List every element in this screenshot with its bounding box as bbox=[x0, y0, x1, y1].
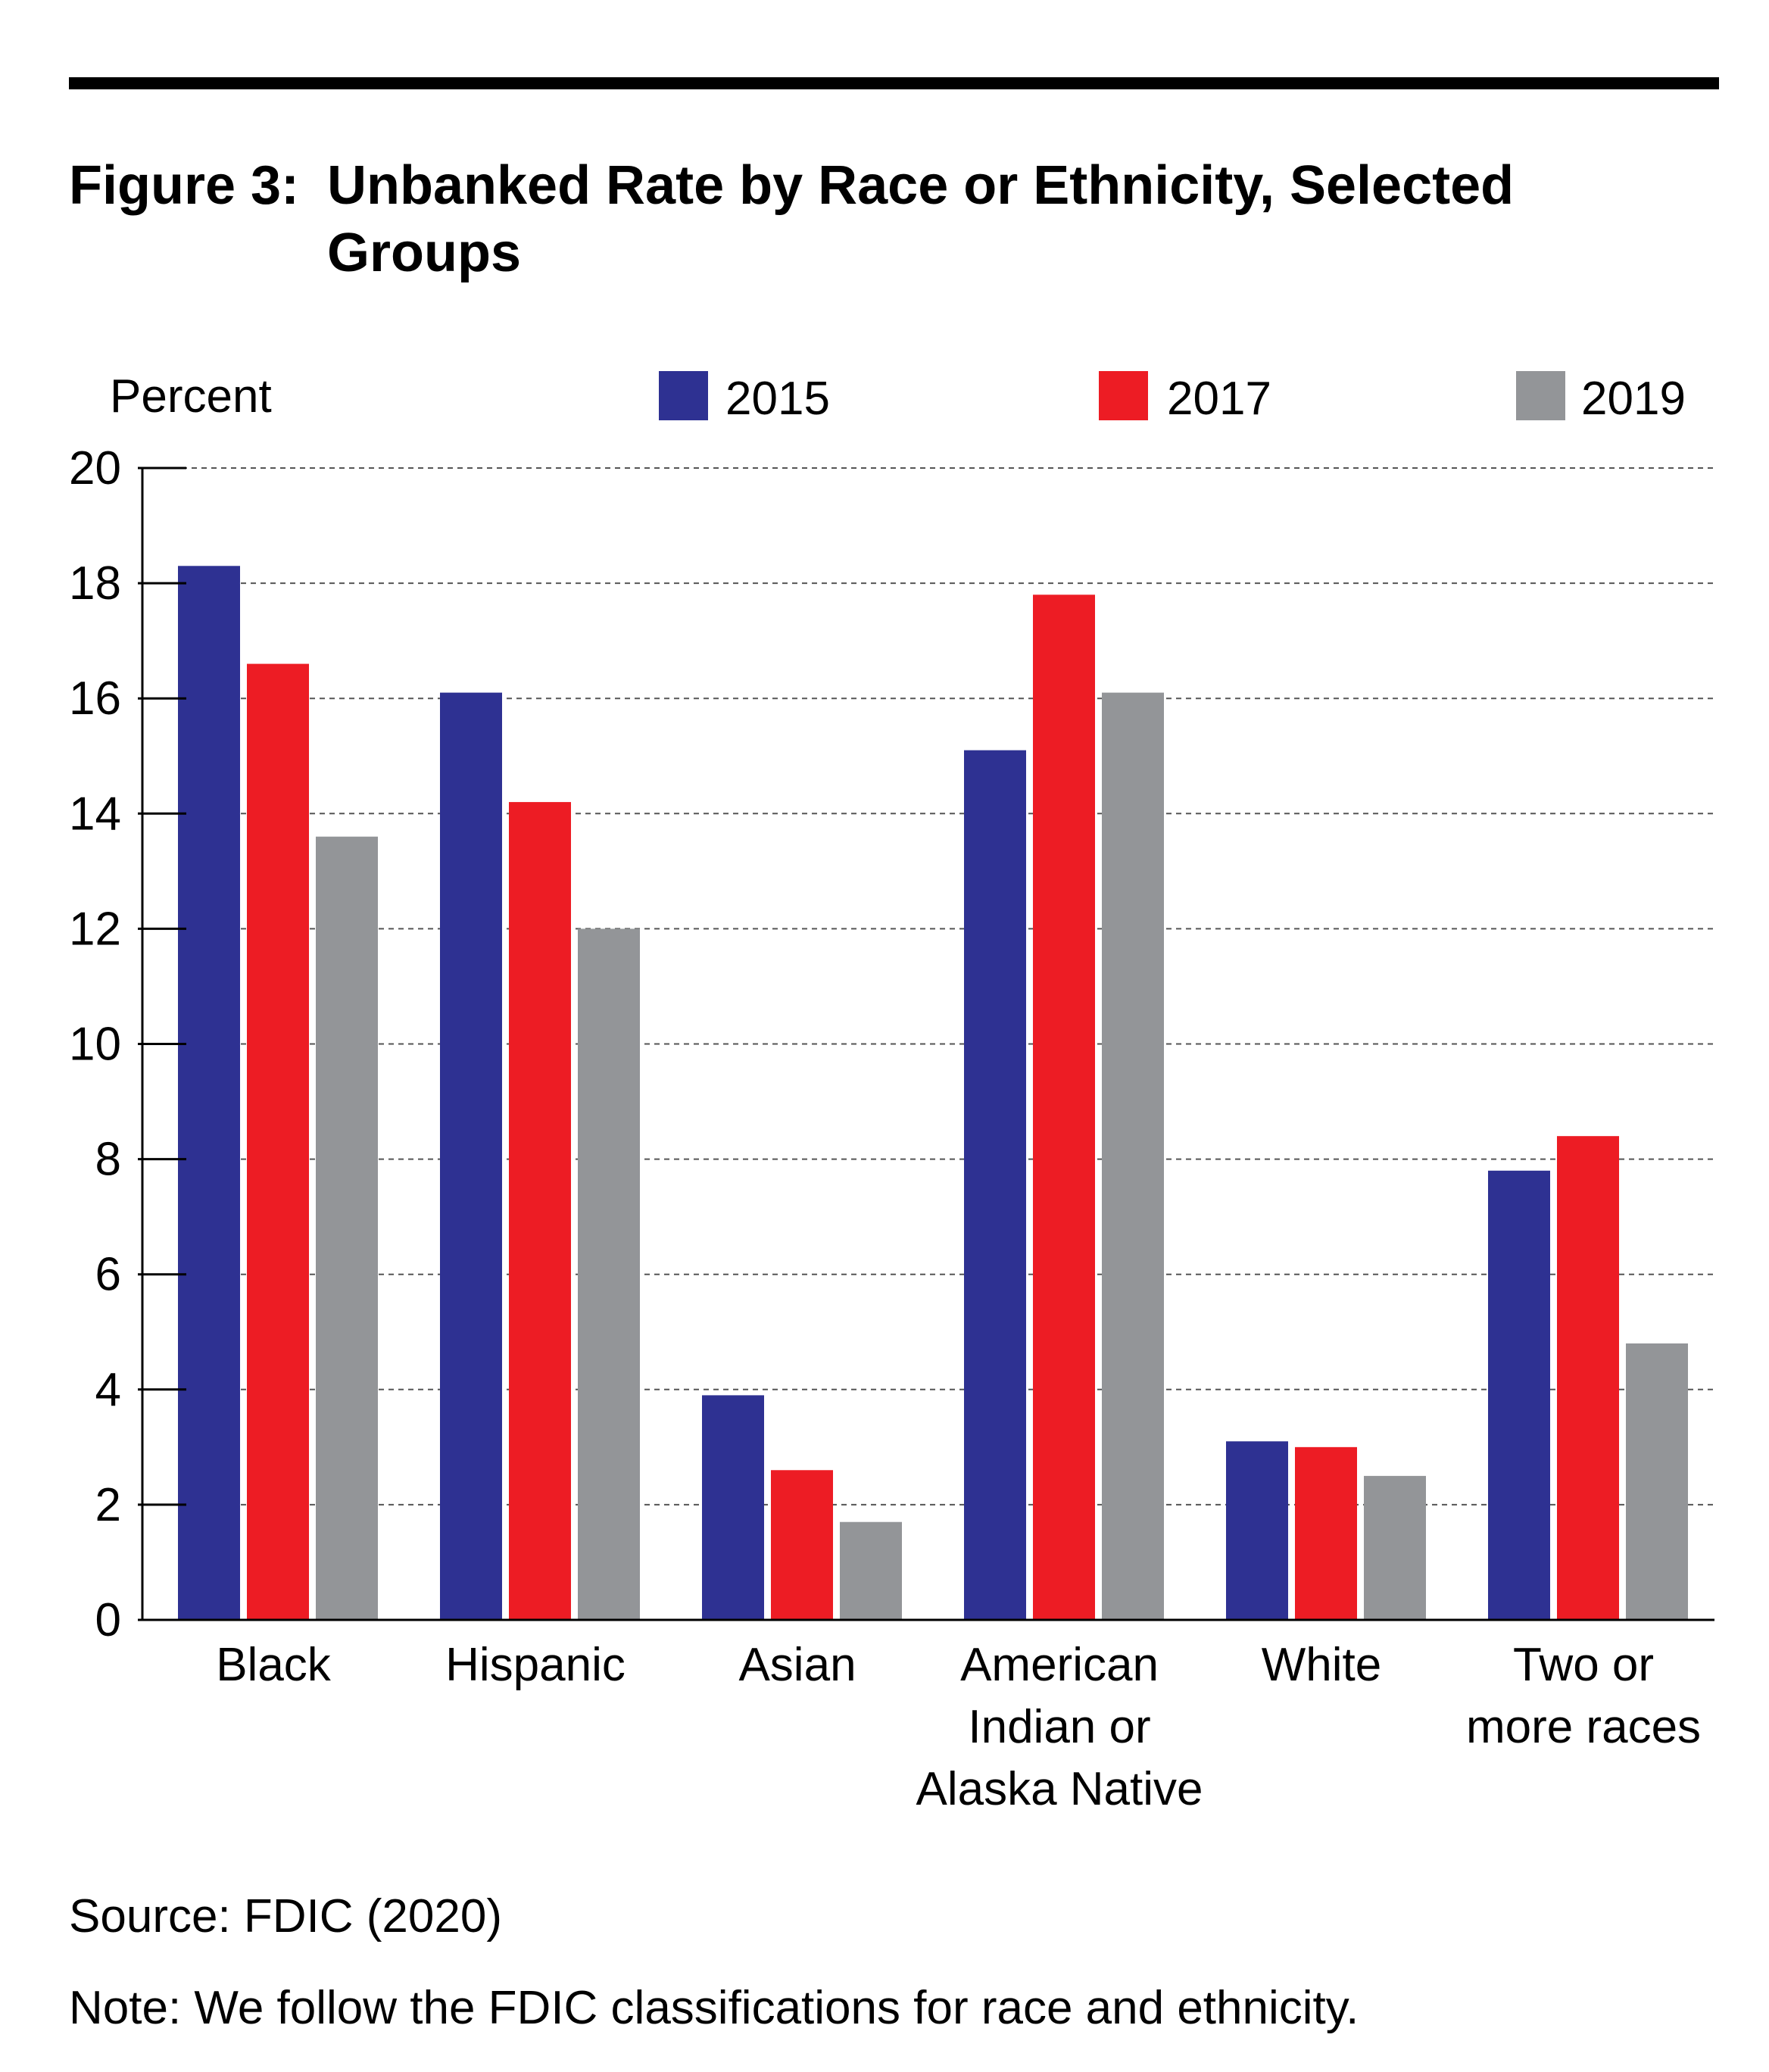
y-tick-label: 18 bbox=[69, 557, 121, 610]
bar-2017 bbox=[1295, 1446, 1357, 1620]
x-category-label-line: more races bbox=[1466, 1701, 1701, 1753]
legend-label-2017: 2017 bbox=[1167, 373, 1271, 425]
x-category-label: Hispanic bbox=[445, 1639, 626, 1691]
y-axis-label: Percent bbox=[110, 370, 272, 423]
x-category-label-line: Alaska Native bbox=[916, 1763, 1203, 1815]
gridlines bbox=[142, 467, 1714, 1506]
bar-2015 bbox=[178, 566, 240, 1621]
bars bbox=[178, 566, 1688, 1621]
x-category-label-line: Two or bbox=[1513, 1639, 1654, 1691]
bar-2019 bbox=[316, 836, 378, 1620]
y-tick-label: 8 bbox=[95, 1134, 121, 1186]
bar-2019 bbox=[1626, 1343, 1688, 1620]
figure-title-line2: Groups bbox=[327, 223, 521, 283]
x-category-label: Black bbox=[216, 1639, 332, 1691]
figure-title-prefix: Figure 3: bbox=[69, 155, 299, 216]
y-tick-label: 12 bbox=[69, 903, 121, 955]
legend-swatch-2015 bbox=[659, 371, 708, 420]
x-category-label: White bbox=[1262, 1639, 1381, 1691]
x-category-label: Two or more races bbox=[1466, 1639, 1701, 1753]
legend: 2015 2017 2019 bbox=[659, 371, 1686, 425]
bar-2019 bbox=[840, 1521, 902, 1620]
y-tick-label: 20 bbox=[69, 442, 121, 495]
y-tick-labels: 0 2 4 6 8 10 12 14 16 18 20 bbox=[69, 442, 121, 1646]
classification-note: Note: We follow the FDIC classifications… bbox=[69, 1982, 1359, 2034]
x-category-label: American Indian or Alaska Native bbox=[916, 1639, 1203, 1815]
x-category-label-line: Black bbox=[216, 1639, 332, 1691]
legend-swatch-2019 bbox=[1516, 371, 1565, 420]
top-rule bbox=[69, 77, 1719, 89]
bar-2017 bbox=[509, 802, 571, 1620]
bar-2015 bbox=[702, 1395, 764, 1620]
y-tick-label: 6 bbox=[95, 1249, 121, 1301]
bar-2017 bbox=[247, 663, 309, 1620]
bar-2019 bbox=[1364, 1475, 1426, 1620]
y-tick-label: 4 bbox=[95, 1364, 121, 1416]
bar-2015 bbox=[1488, 1170, 1550, 1620]
bar-2017 bbox=[1557, 1136, 1619, 1620]
bar-2017 bbox=[771, 1470, 833, 1620]
x-category-label-line: White bbox=[1262, 1639, 1381, 1691]
legend-label-2019: 2019 bbox=[1581, 373, 1686, 425]
bar-2015 bbox=[1226, 1441, 1288, 1620]
x-category-label-line: Indian or bbox=[968, 1701, 1150, 1753]
x-category-labels: Black Hispanic Asian American Indian or Alask… bbox=[216, 1639, 1701, 1815]
source-note: Source: FDIC (2020) bbox=[69, 1890, 502, 1942]
bar-2019 bbox=[1102, 692, 1164, 1620]
axes bbox=[138, 467, 1714, 1621]
bar-2017 bbox=[1033, 594, 1095, 1620]
legend-swatch-2017 bbox=[1099, 371, 1148, 420]
y-tick-label: 0 bbox=[95, 1594, 121, 1646]
x-category-label: Asian bbox=[738, 1639, 856, 1691]
bar-2015 bbox=[964, 750, 1026, 1620]
x-category-label-line: Asian bbox=[738, 1639, 856, 1691]
y-tick-label: 2 bbox=[95, 1479, 121, 1531]
y-tick-label: 10 bbox=[69, 1019, 121, 1071]
bar-2015 bbox=[440, 692, 502, 1620]
legend-label-2015: 2015 bbox=[725, 373, 830, 425]
y-tick-label: 14 bbox=[69, 788, 121, 840]
figure-title-line1: Unbanked Rate by Race or Ethnicity, Sele… bbox=[327, 155, 1514, 216]
x-category-label-line: American bbox=[960, 1639, 1159, 1691]
bar-2019 bbox=[578, 928, 640, 1620]
y-tick-label: 16 bbox=[69, 672, 121, 725]
x-category-label-line: Hispanic bbox=[445, 1639, 626, 1691]
